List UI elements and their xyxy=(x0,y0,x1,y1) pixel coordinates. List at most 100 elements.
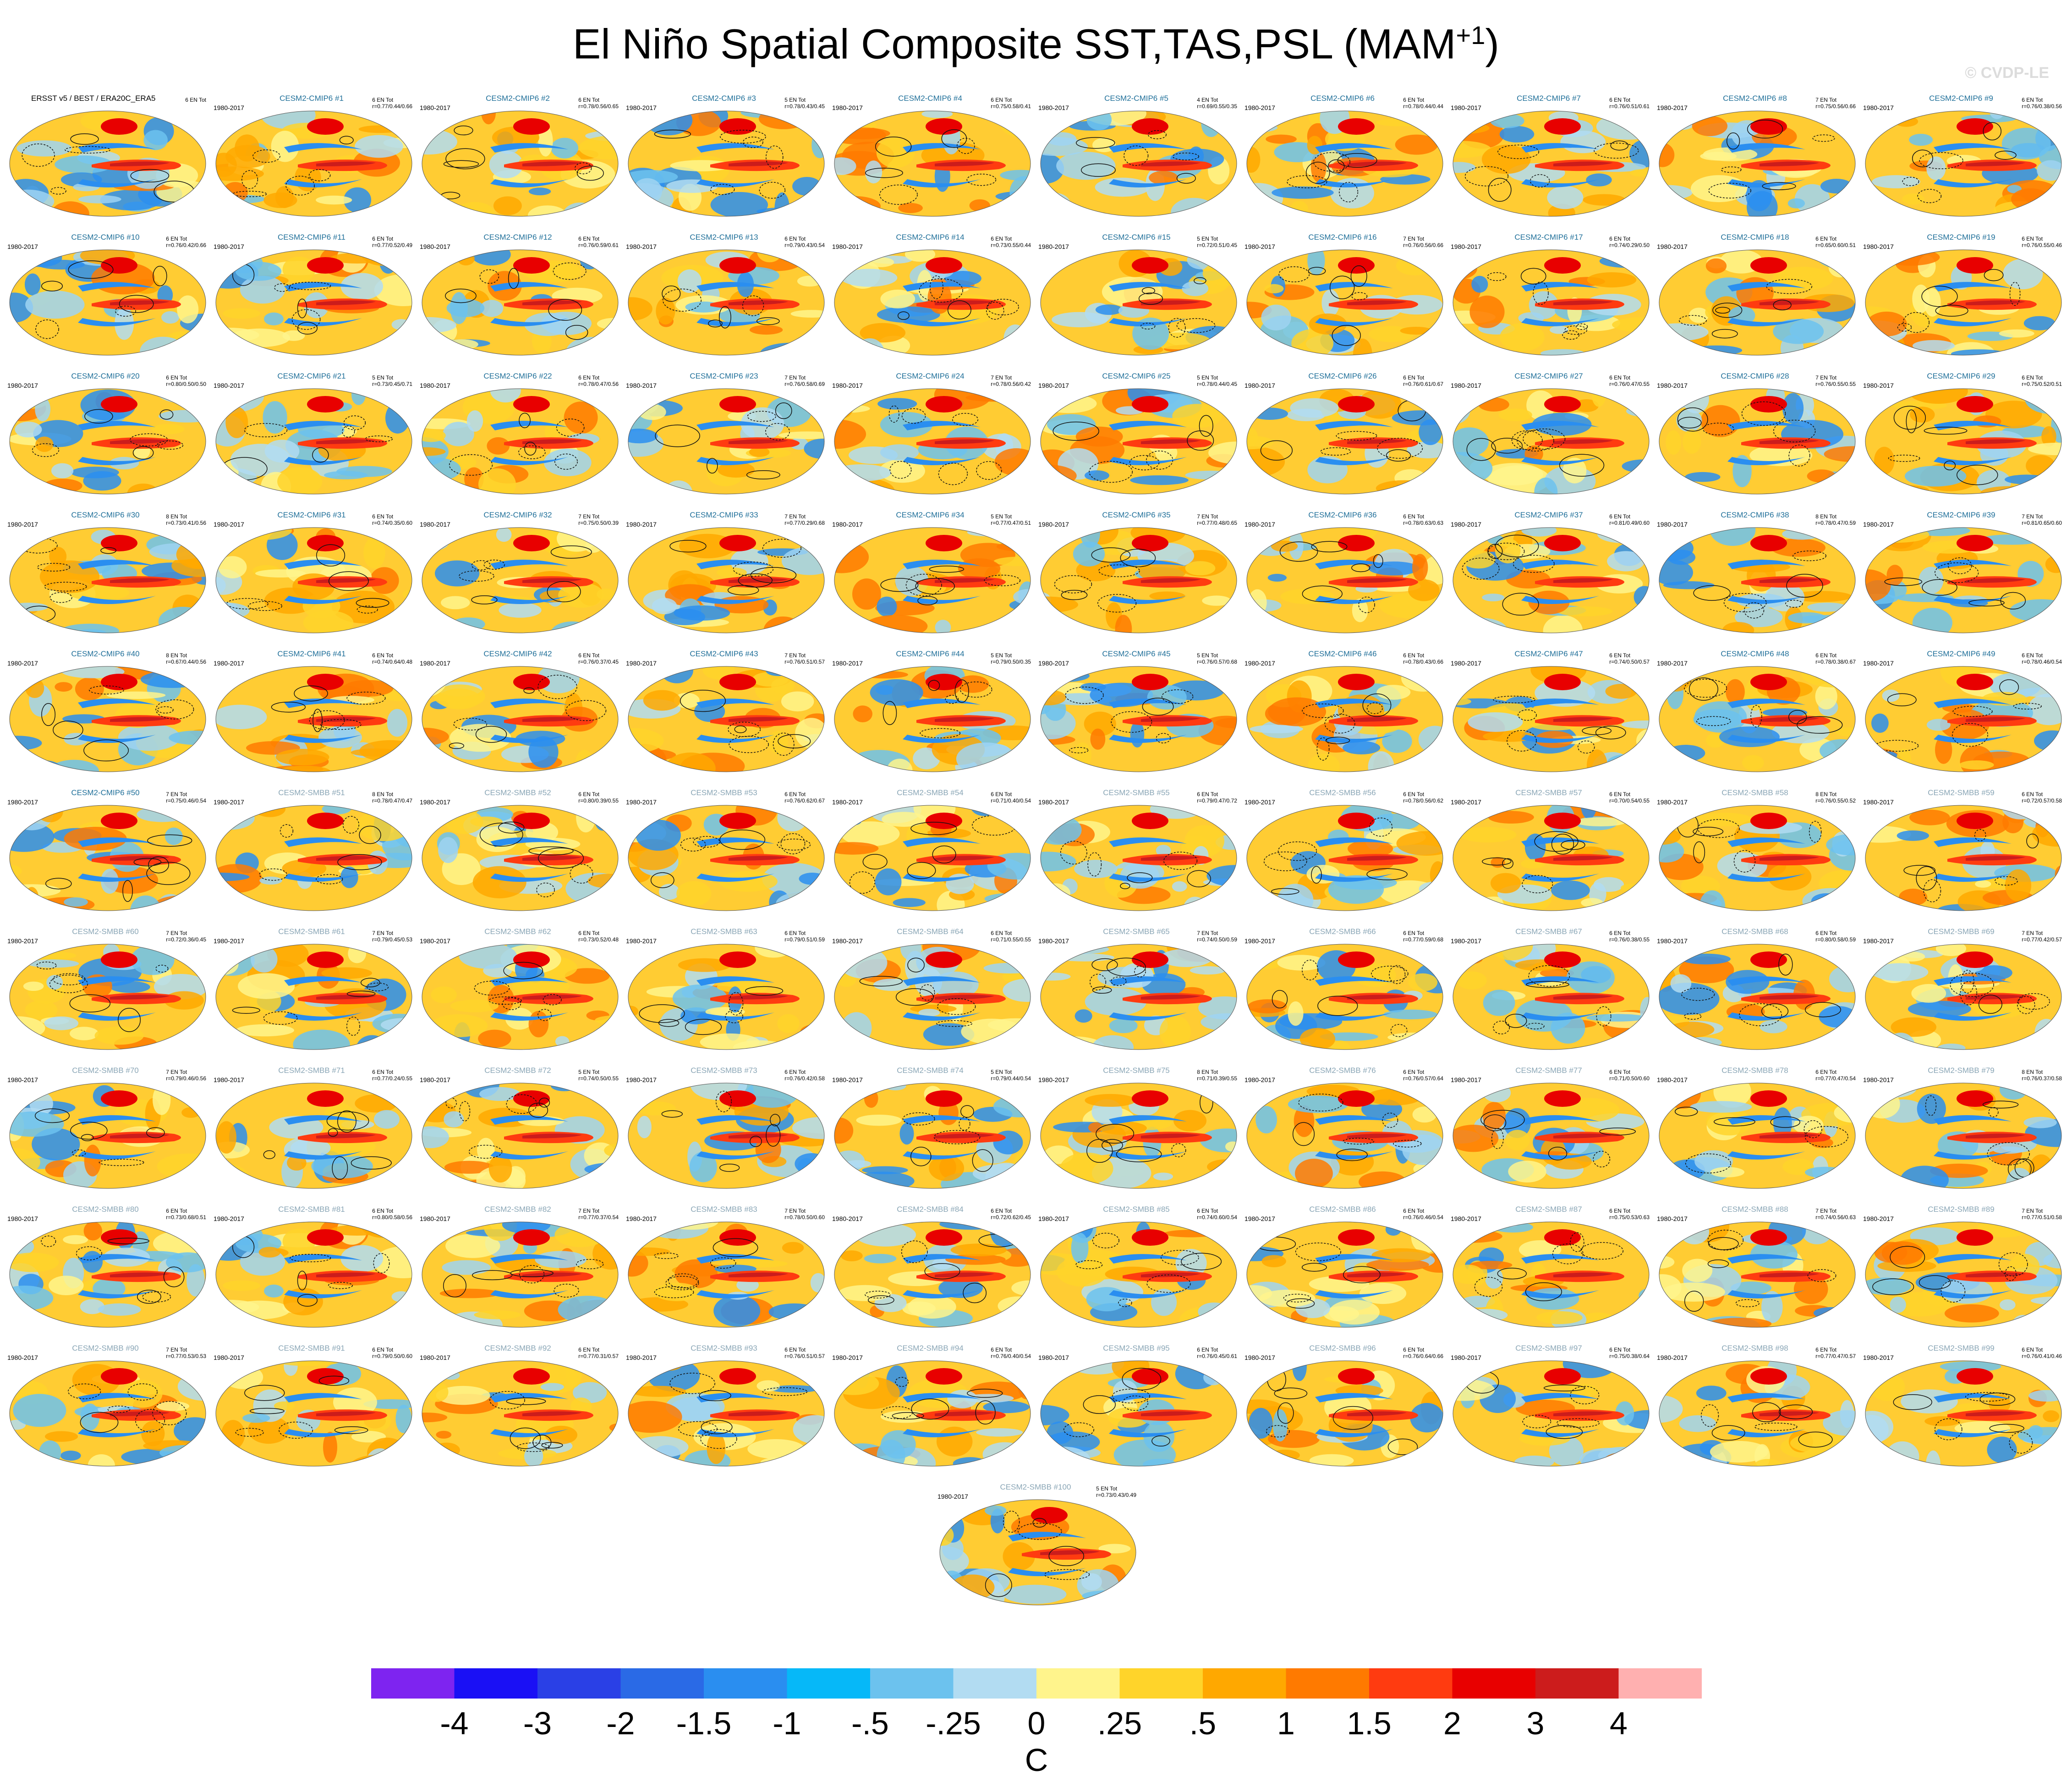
colorbar-swatch xyxy=(537,1668,621,1699)
globe-map xyxy=(1040,666,1237,772)
colorbar-tick-label: .5 xyxy=(1189,1705,1217,1741)
globe-map xyxy=(1865,1360,2062,1467)
panel: CESM2-CMIP6 #29 1980-2017 6 EN Tot r=0.75/… xyxy=(1860,372,2062,509)
panel-period: 1980-2017 xyxy=(626,1076,657,1083)
panel-model-name: CESM2-SMBB #87 xyxy=(1515,1205,1582,1214)
globe-map xyxy=(1865,1221,2062,1328)
panel-model-name: CESM2-SMBB #78 xyxy=(1721,1066,1788,1075)
panel-stats: 7 EN Tot r=0.79/0.45/0.53 xyxy=(372,930,412,943)
panel-model-name: CESM2-SMBB #84 xyxy=(897,1205,964,1214)
globe-map xyxy=(422,110,619,217)
panel-period: 1980-2017 xyxy=(1038,521,1069,528)
globe-map xyxy=(1246,527,1443,633)
panel-period: 1980-2017 xyxy=(1244,798,1275,806)
panel-period: 1980-2017 xyxy=(420,382,450,389)
panel-stats: 6 EN Tot r=0.71/0.50/0.60 xyxy=(1609,1069,1650,1082)
panel-model-name: CESM2-SMBB #51 xyxy=(278,788,345,797)
panel-period: 1980-2017 xyxy=(1038,243,1069,250)
panel-stats: 8 EN Tot r=0.73/0.41/0.56 xyxy=(166,513,206,526)
panel: CESM2-SMBB #93 1980-2017 6 EN Tot r=0.76/0… xyxy=(623,1344,825,1481)
globe-map xyxy=(1453,388,1650,495)
panel: CESM2-CMIP6 #21 1980-2017 5 EN Tot r=0.73/… xyxy=(211,372,412,509)
panel-stats: 6 EN Tot r=0.76/0.38/0.56 xyxy=(2022,97,2062,110)
globe-map xyxy=(1865,527,2062,633)
panel-period: 1980-2017 xyxy=(214,798,244,806)
panel-model-name: CESM2-CMIP6 #4 xyxy=(898,94,962,103)
panel-period: 1980-2017 xyxy=(214,1215,244,1222)
panel-stats: 6 EN Tot r=0.70/0.54/0.55 xyxy=(1609,791,1650,804)
globe-map xyxy=(834,249,1031,356)
globe-map xyxy=(1453,1360,1650,1467)
panel-model-name: CESM2-CMIP6 #21 xyxy=(277,372,346,380)
panel-period: 1980-2017 xyxy=(1451,798,1481,806)
globe-map xyxy=(628,110,825,217)
globe-map xyxy=(422,666,619,772)
globe-map xyxy=(9,1221,206,1328)
panel-stats: 5 EN Tot r=0.78/0.44/0.45 xyxy=(1197,374,1237,387)
globe-map xyxy=(1246,249,1443,356)
panel: CESM2-CMIP6 #9 1980-2017 6 EN Tot r=0.76/0… xyxy=(1860,94,2062,231)
panel-stats: 6 EN Tot r=0.76/0.59/0.61 xyxy=(578,236,619,248)
panel-model-name: CESM2-CMIP6 #9 xyxy=(1929,94,1993,103)
globe-map xyxy=(422,388,619,495)
panel-model-name: CESM2-CMIP6 #16 xyxy=(1308,233,1377,242)
panel: CESM2-SMBB #65 1980-2017 7 EN Tot r=0.74/0… xyxy=(1036,927,1237,1065)
panel-stats: 6 EN Tot r=0.77/0.44/0.66 xyxy=(372,97,412,110)
panel-model-name: CESM2-SMBB #97 xyxy=(1515,1344,1582,1353)
panel-model-name: CESM2-CMIP6 #11 xyxy=(277,233,345,242)
panel-model-name: CESM2-SMBB #69 xyxy=(1928,927,1995,936)
panel-period: 1980-2017 xyxy=(1244,660,1275,667)
panel-model-name: CESM2-SMBB #100 xyxy=(1000,1483,1071,1491)
panel-period: 1980-2017 xyxy=(420,104,450,111)
panel-model-name: CESM2-SMBB #86 xyxy=(1309,1205,1376,1214)
globe-map xyxy=(422,527,619,633)
panel-stats: 7 EN Tot r=0.77/0.42/0.57 xyxy=(2022,930,2062,943)
globe-map xyxy=(1865,944,2062,1050)
panel: CESM2-SMBB #70 1980-2017 7 EN Tot r=0.79/0… xyxy=(5,1066,206,1204)
globe-map xyxy=(1246,666,1443,772)
globe-map xyxy=(1659,110,1856,217)
panel: CESM2-CMIP6 #44 1980-2017 5 EN Tot r=0.79/… xyxy=(829,649,1031,787)
colorbar-tick-label: 1.5 xyxy=(1347,1705,1392,1741)
panel-period: 1980-2017 xyxy=(626,104,657,111)
panel-period: 1980-2017 xyxy=(1038,1354,1069,1361)
panel-stats: 7 EN Tot r=0.81/0.65/0.60 xyxy=(2022,513,2062,526)
panel-stats: 6 EN Tot r=0.76/0.51/0.57 xyxy=(784,1347,825,1359)
panel-stats: 5 EN Tot r=0.74/0.50/0.55 xyxy=(578,1069,619,1082)
colorbar-tick-label: -1 xyxy=(773,1705,801,1741)
panel: CESM2-SMBB #79 1980-2017 8 EN Tot r=0.76/0… xyxy=(1860,1066,2062,1204)
panel-model-name: CESM2-CMIP6 #28 xyxy=(1721,372,1789,380)
panel-period: 1980-2017 xyxy=(7,521,38,528)
panel-period: 1980-2017 xyxy=(7,382,38,389)
globe-map xyxy=(1453,249,1650,356)
panel-period: 1980-2017 xyxy=(626,798,657,806)
watermark: © CVDP-LE xyxy=(1965,64,2049,82)
panel: CESM2-SMBB #73 1980-2017 6 EN Tot r=0.76/0… xyxy=(623,1066,825,1204)
panel-period: 1980-2017 xyxy=(1244,937,1275,945)
panel: CESM2-CMIP6 #45 1980-2017 5 EN Tot r=0.76/… xyxy=(1036,649,1237,787)
panel: CESM2-CMIP6 #50 1980-2017 7 EN Tot r=0.75/… xyxy=(5,788,206,926)
panel-model-name: CESM2-CMIP6 #40 xyxy=(71,649,140,658)
globe-map xyxy=(215,249,412,356)
panel-model-name: CESM2-CMIP6 #34 xyxy=(896,511,965,519)
panel: CESM2-CMIP6 #8 1980-2017 7 EN Tot r=0.75/0… xyxy=(1654,94,1856,231)
colorbar-swatch xyxy=(1286,1668,1370,1699)
panel-period: 1980-2017 xyxy=(1244,104,1275,111)
panel-model-name: CESM2-SMBB #52 xyxy=(484,788,551,797)
globe-map xyxy=(1453,805,1650,911)
panel-model-name: CESM2-CMIP6 #30 xyxy=(71,511,140,519)
panel: CESM2-CMIP6 #23 1980-2017 7 EN Tot r=0.76/… xyxy=(623,372,825,509)
panel-stats: 6 EN Tot r=0.75/0.38/0.64 xyxy=(1609,1347,1650,1359)
panel: CESM2-SMBB #83 1980-2017 7 EN Tot r=0.78/0… xyxy=(623,1205,825,1342)
colorbar-swatch xyxy=(1618,1668,1702,1699)
panel-stats: 5 EN Tot r=0.72/0.51/0.45 xyxy=(1197,236,1237,248)
panel-model-name: CESM2-SMBB #73 xyxy=(691,1066,757,1075)
panel-stats: 7 EN Tot r=0.77/0.29/0.68 xyxy=(784,513,825,526)
globe-map xyxy=(1453,1221,1650,1328)
panel-model-name: CESM2-CMIP6 #50 xyxy=(71,788,140,797)
panel-period: 1980-2017 xyxy=(1863,1354,1894,1361)
panel-stats: 8 EN Tot r=0.71/0.39/0.55 xyxy=(1197,1069,1237,1082)
panel: CESM2-CMIP6 #13 1980-2017 6 EN Tot r=0.79/… xyxy=(623,233,825,370)
panel-stats: 8 EN Tot r=0.67/0.44/0.56 xyxy=(166,652,206,665)
panel: CESM2-SMBB #53 1980-2017 6 EN Tot r=0.76/0… xyxy=(623,788,825,926)
